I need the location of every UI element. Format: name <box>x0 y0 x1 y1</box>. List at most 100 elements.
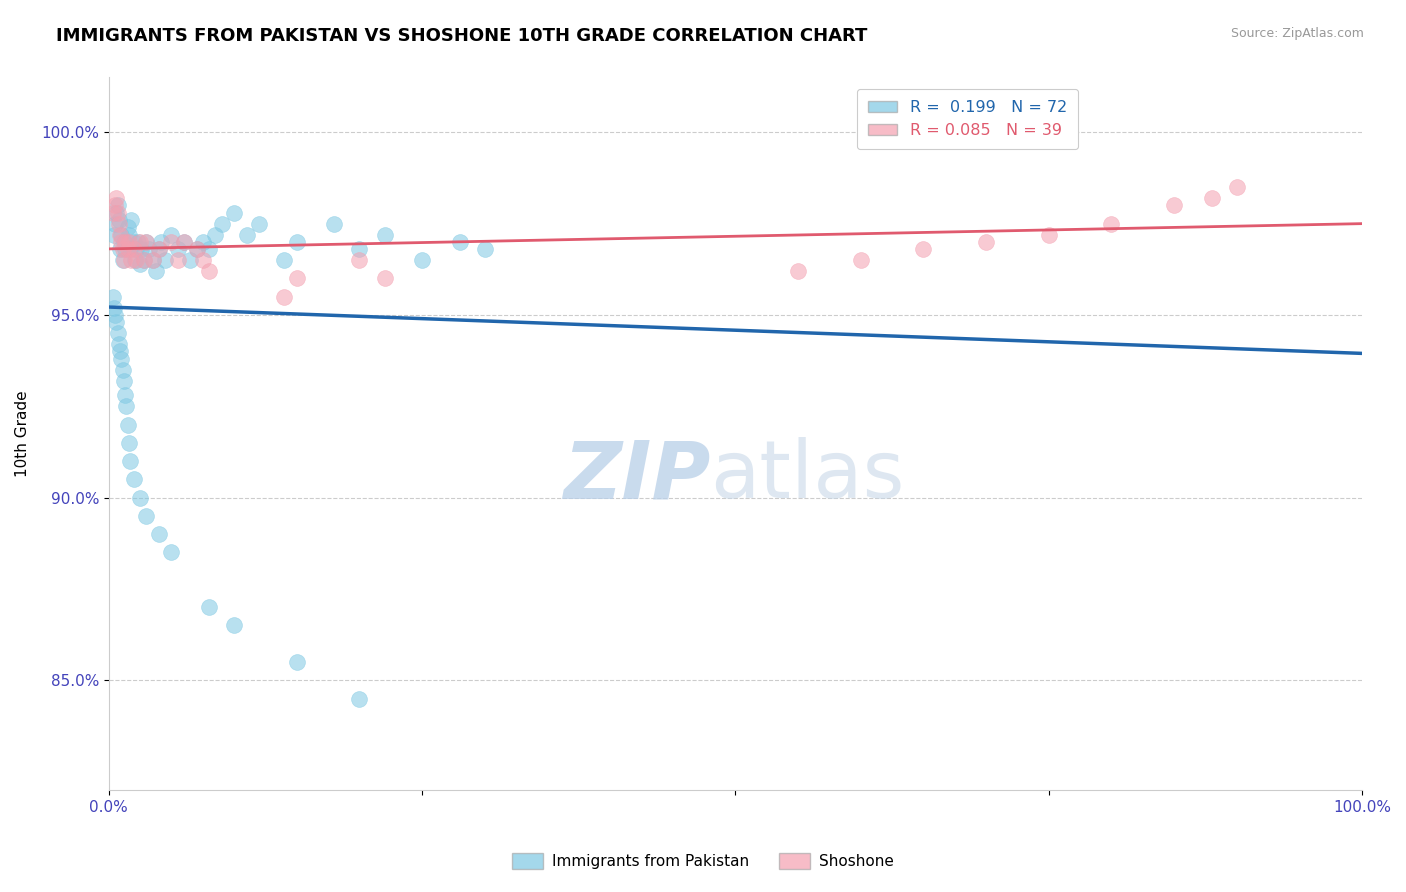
Point <box>107 198 129 212</box>
Point <box>108 242 131 256</box>
Point <box>114 388 136 402</box>
Point <box>117 220 139 235</box>
Point <box>148 242 170 256</box>
Point <box>148 527 170 541</box>
Point <box>166 253 188 268</box>
Point <box>117 242 139 256</box>
Point <box>101 205 124 219</box>
Point <box>118 227 141 242</box>
Point <box>112 235 135 249</box>
Point <box>148 242 170 256</box>
Point <box>1226 180 1249 194</box>
Point <box>108 337 131 351</box>
Point <box>110 351 132 366</box>
Text: ZIP: ZIP <box>562 437 710 516</box>
Point <box>135 235 157 249</box>
Point <box>117 417 139 432</box>
Point <box>111 253 134 268</box>
Point <box>122 235 145 249</box>
Point <box>129 491 152 505</box>
Point <box>912 242 935 256</box>
Point <box>103 227 125 242</box>
Text: IMMIGRANTS FROM PAKISTAN VS SHOSHONE 10TH GRADE CORRELATION CHART: IMMIGRANTS FROM PAKISTAN VS SHOSHONE 10T… <box>56 27 868 45</box>
Point <box>129 235 152 249</box>
Point <box>974 235 997 249</box>
Point <box>104 308 127 322</box>
Point <box>105 191 128 205</box>
Legend: R =  0.199   N = 72, R = 0.085   N = 39: R = 0.199 N = 72, R = 0.085 N = 39 <box>858 89 1078 149</box>
Point <box>135 235 157 249</box>
Point <box>160 227 183 242</box>
Point <box>273 253 295 268</box>
Point <box>124 253 146 268</box>
Point <box>120 253 142 268</box>
Point <box>1099 217 1122 231</box>
Point <box>349 691 371 706</box>
Point <box>160 545 183 559</box>
Point <box>125 253 148 268</box>
Point <box>1163 198 1185 212</box>
Point <box>191 253 214 268</box>
Point <box>105 315 128 329</box>
Point <box>285 235 308 249</box>
Point <box>235 227 257 242</box>
Point <box>142 253 165 268</box>
Point <box>104 198 127 212</box>
Point <box>125 242 148 256</box>
Point <box>131 242 153 256</box>
Point <box>132 253 155 268</box>
Point <box>373 227 395 242</box>
Point <box>105 205 128 219</box>
Y-axis label: 10th Grade: 10th Grade <box>15 391 30 477</box>
Point <box>204 227 226 242</box>
Point <box>787 264 810 278</box>
Point <box>142 253 165 268</box>
Point <box>166 242 188 256</box>
Point <box>411 253 433 268</box>
Point <box>120 213 142 227</box>
Point <box>112 374 135 388</box>
Point <box>323 217 346 231</box>
Point <box>173 235 195 249</box>
Point <box>111 242 134 256</box>
Point <box>108 227 131 242</box>
Point <box>449 235 471 249</box>
Point <box>104 217 127 231</box>
Point <box>373 271 395 285</box>
Point <box>160 235 183 249</box>
Point <box>118 235 141 249</box>
Point <box>186 242 208 256</box>
Point <box>122 242 145 256</box>
Point <box>107 326 129 341</box>
Point <box>118 435 141 450</box>
Legend: Immigrants from Pakistan, Shoshone: Immigrants from Pakistan, Shoshone <box>506 847 900 875</box>
Point <box>224 205 246 219</box>
Point <box>247 217 270 231</box>
Point <box>186 242 208 256</box>
Point <box>150 235 173 249</box>
Point <box>474 242 496 256</box>
Point <box>108 217 131 231</box>
Point <box>108 344 131 359</box>
Point <box>1201 191 1223 205</box>
Point <box>285 655 308 669</box>
Point <box>135 508 157 523</box>
Point <box>114 235 136 249</box>
Point <box>349 242 371 256</box>
Point <box>1038 227 1060 242</box>
Point <box>110 227 132 242</box>
Point <box>198 264 221 278</box>
Point <box>110 235 132 249</box>
Point <box>155 253 177 268</box>
Point <box>198 242 221 256</box>
Point <box>115 399 138 413</box>
Point <box>107 205 129 219</box>
Point <box>120 242 142 256</box>
Text: Source: ZipAtlas.com: Source: ZipAtlas.com <box>1230 27 1364 40</box>
Point <box>273 290 295 304</box>
Point <box>138 242 160 256</box>
Point <box>112 253 135 268</box>
Point <box>211 217 233 231</box>
Point <box>122 472 145 486</box>
Point <box>198 600 221 615</box>
